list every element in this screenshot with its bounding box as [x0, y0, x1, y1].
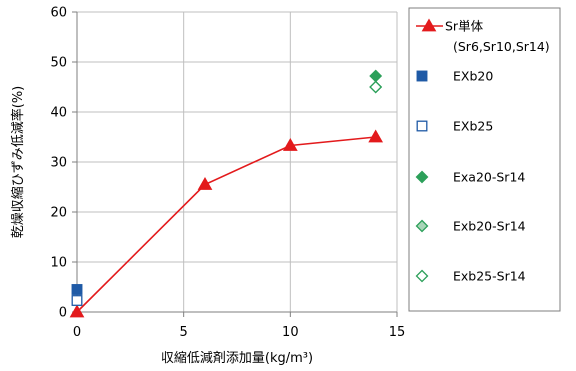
y-tick-labels: 0 10 20 30 40 50 60 — [50, 6, 67, 321]
y-tick-label: 10 — [50, 256, 67, 271]
series-5 — [369, 80, 383, 94]
legend-item-2: EXb25 — [416, 119, 493, 134]
legend-marker — [415, 219, 429, 233]
legend-box — [408, 7, 561, 312]
data-point — [369, 69, 383, 83]
legend-marker — [416, 120, 428, 132]
legend-label: EXb20 — [453, 69, 493, 84]
series-2 — [71, 295, 83, 306]
series-layer — [69, 69, 384, 318]
y-tick-label: 40 — [50, 106, 67, 121]
data-point — [71, 295, 83, 306]
y-tick-label: 0 — [59, 306, 67, 321]
legend-item-3: Exa20-Sr14 — [415, 170, 525, 185]
x-tick-label: 10 — [282, 325, 299, 340]
x-tick-label: 5 — [180, 325, 188, 340]
data-point — [368, 129, 384, 143]
legend-label: EXb25 — [453, 119, 493, 134]
data-point — [197, 176, 213, 190]
legend-marker — [416, 70, 428, 82]
legend-marker — [421, 18, 437, 32]
series-0 — [69, 129, 384, 318]
x-tick-labels: 0 5 10 15 — [73, 325, 405, 340]
series-3 — [369, 69, 383, 83]
legend-item-4: Exb20-Sr14 — [415, 219, 526, 234]
series-line — [76, 136, 376, 313]
legend: Sr単体 (Sr6,Sr10,Sr14) EXb20 EXb25 Exa20-Sr14 E… — [408, 7, 561, 312]
data-point — [69, 304, 85, 318]
y-tick-label: 20 — [50, 206, 67, 221]
legend-label: Exa20-Sr14 — [453, 170, 525, 185]
axes — [72, 11, 398, 317]
x-tick-label: 15 — [389, 325, 406, 340]
x-axis-label: 収縮低減剤添加量(kg/m³) — [161, 350, 313, 366]
legend-sublabel: (Sr6,Sr10,Sr14) — [453, 39, 550, 54]
legend-marker — [415, 170, 429, 184]
legend-marker — [415, 269, 429, 283]
data-point — [282, 137, 298, 151]
legend-item-0: Sr単体 (Sr6,Sr10,Sr14) — [416, 18, 550, 54]
series-1 — [71, 284, 83, 295]
grid — [77, 11, 398, 312]
legend-item-1: EXb20 — [416, 69, 493, 84]
legend-label: Sr単体 — [445, 19, 484, 34]
legend-item-5: Exb25-Sr14 — [415, 269, 526, 284]
data-point — [369, 80, 383, 94]
x-tick-label: 0 — [73, 325, 81, 340]
data-point — [71, 284, 83, 295]
y-tick-label: 60 — [50, 6, 67, 21]
legend-label: Exb25-Sr14 — [453, 269, 526, 284]
y-tick-label: 30 — [50, 156, 67, 171]
legend-label: Exb20-Sr14 — [453, 219, 526, 234]
y-tick-label: 50 — [50, 56, 67, 71]
y-axis-label: 乾燥収縮ひずみ低減率(%) — [10, 86, 26, 239]
